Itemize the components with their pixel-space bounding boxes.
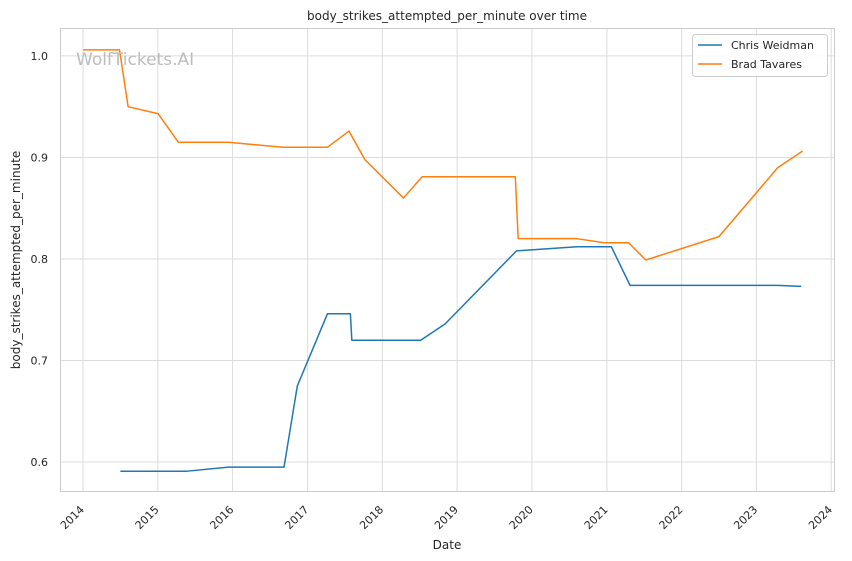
chart-title: body_strikes_attempted_per_minute over t… [307,9,587,23]
watermark: WolfTickets.AI [76,50,194,70]
plot-area-frame [60,28,835,492]
y-tick-label: 0.6 [31,456,49,469]
series-layer [82,49,803,472]
series-line-1 [120,246,802,472]
series-line-2 [82,49,803,261]
legend-label: Chris Weidman [731,39,814,52]
y-tick-label: 1.0 [31,50,49,63]
grid [60,28,835,492]
x-axis-ticks: 2014 2015 2016 2017 2018 2019 2020 2021 2022 2023… [58,503,835,532]
legend-box [692,34,828,77]
x-axis-label: Date [433,538,462,552]
legend: Chris Weidman Brad Tavares [692,34,828,77]
y-tick-label: 0.7 [31,355,49,368]
legend-label: Brad Tavares [731,58,802,71]
y-tick-label: 0.9 [31,151,49,164]
y-tick-label: 0.8 [31,253,49,266]
y-axis-label: body_strikes_attempted_per_minute [9,151,23,369]
y-axis-ticks: 0.6 0.7 0.8 0.9 1.0 [31,50,49,469]
